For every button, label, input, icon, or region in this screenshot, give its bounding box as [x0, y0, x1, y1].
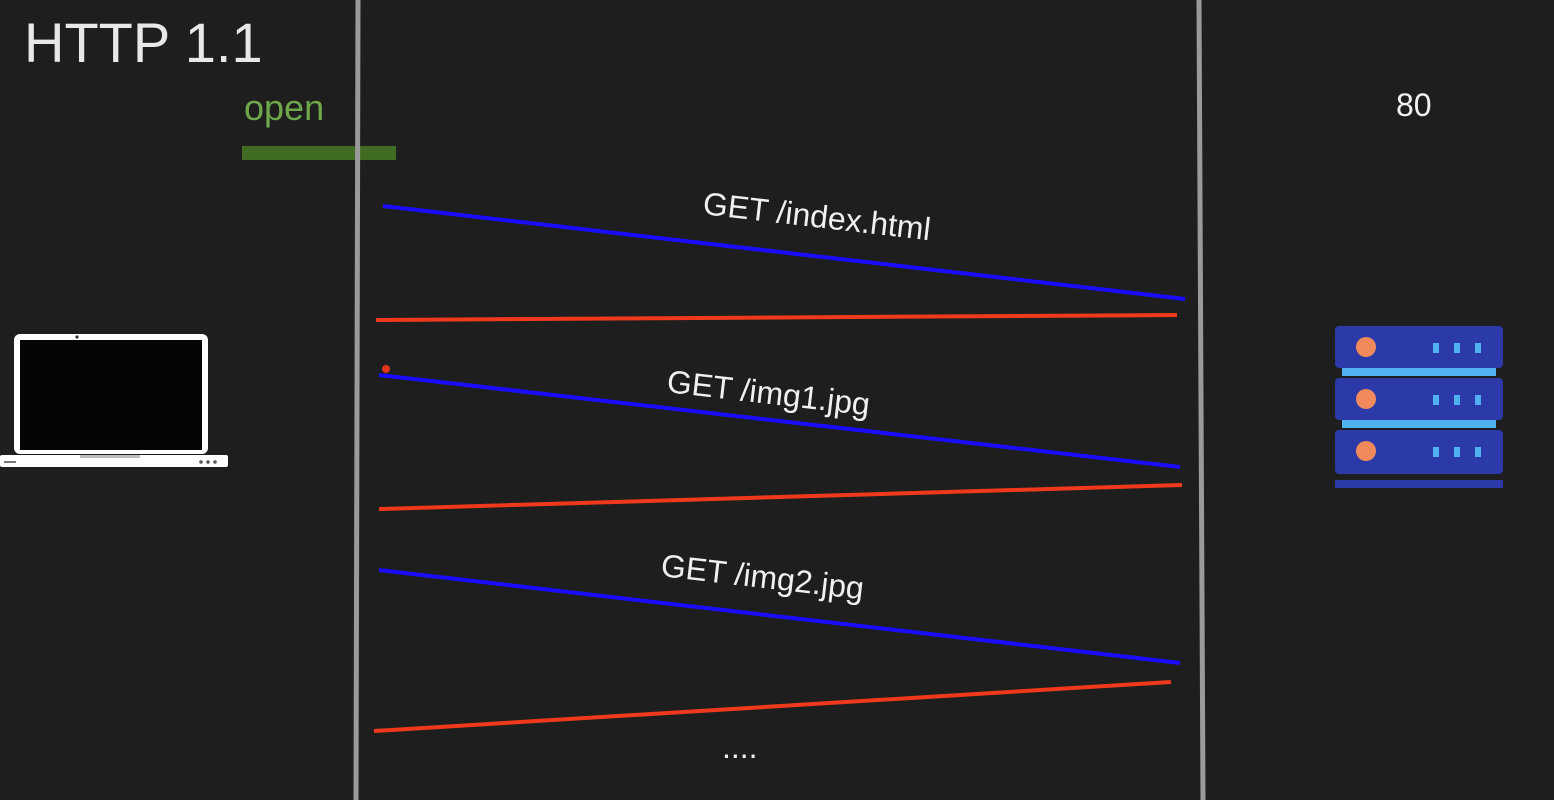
request-arrow-img2: [378, 568, 1181, 665]
laptop-icon: [0, 334, 228, 467]
response-arrow-index: [375, 313, 1178, 323]
diagram-title: HTTP 1.1: [24, 11, 263, 74]
request-arrow-img1: [378, 373, 1181, 469]
connection-open-label: open: [244, 87, 324, 128]
cursor-dot: [382, 365, 390, 373]
response-arrow-img2: [373, 680, 1172, 733]
response-arrow-img1: [378, 483, 1183, 512]
server-rack-icon: [1335, 326, 1503, 488]
server-lifeline: [1196, 0, 1206, 800]
connection-open-bar: [242, 146, 396, 160]
client-lifeline: [353, 0, 361, 800]
server-port-label: 80: [1396, 87, 1432, 123]
request-arrow-index: [382, 204, 1186, 301]
continuation-ellipsis: ....: [722, 729, 758, 765]
